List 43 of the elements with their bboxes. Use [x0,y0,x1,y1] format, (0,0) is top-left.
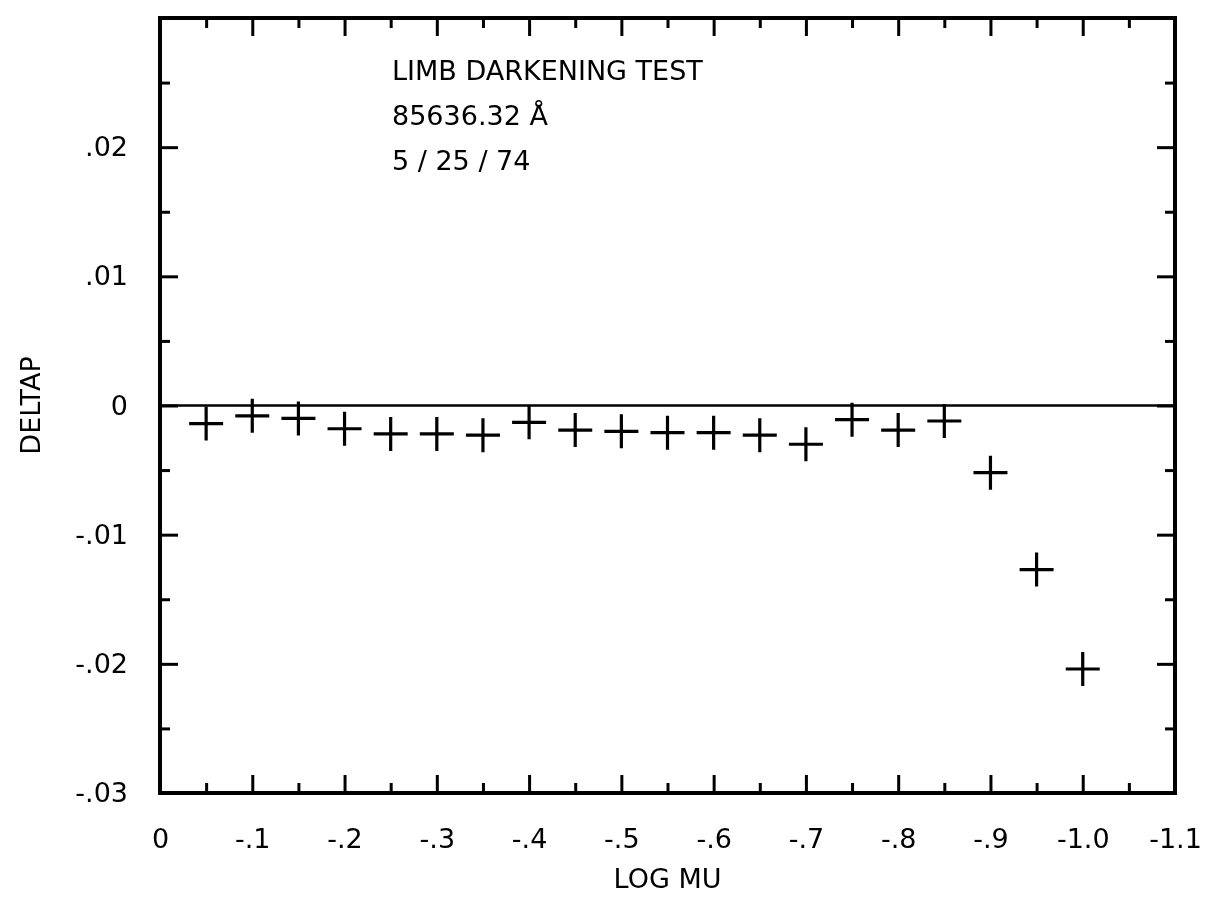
x-tick-label: -.7 [788,823,825,855]
y-tick-label: -.01 [75,518,128,550]
point [742,418,777,453]
x-tick-label: 0 [151,823,170,855]
point [373,416,408,451]
point [650,415,685,450]
x-tick-label: -.3 [419,823,456,855]
x-tick-label: -.6 [696,823,732,855]
x-tick-label: -1.0 [1056,823,1110,855]
point [235,398,270,433]
y-tick-label: .01 [85,260,128,292]
y-tick-label: -.03 [75,777,128,809]
point [788,427,823,462]
x-tick-label: -.5 [604,823,640,855]
y-axis-title: DELTAP [15,356,46,455]
point [835,402,870,437]
point [327,411,362,446]
point [281,401,316,436]
point [465,418,500,453]
x-tick-label: -.2 [327,823,363,855]
y-tick-label: .02 [85,131,128,163]
y-tick-label: -.02 [75,647,128,679]
point [1019,552,1054,587]
point [558,413,593,448]
x-tick-label: -.4 [511,823,548,855]
annotation: LIMB DARKENING TEST [392,55,704,86]
point [973,455,1008,490]
x-axis-title: LOG MU [613,863,722,894]
point [512,405,547,440]
annotation: 85636.32 Å [392,100,549,131]
point [696,415,731,450]
y-tick-label: 0 [110,389,128,421]
point [881,413,916,448]
point [1065,652,1100,686]
point [189,406,224,441]
x-tick-label: -.8 [880,823,917,855]
point [927,404,962,438]
x-tick-label: -1.1 [1149,823,1202,855]
point [604,414,639,449]
point [419,416,454,451]
annotation: 5 / 25 / 74 [392,145,531,176]
x-tick-label: -.9 [973,823,1009,855]
x-tick-label: -.1 [235,823,271,855]
